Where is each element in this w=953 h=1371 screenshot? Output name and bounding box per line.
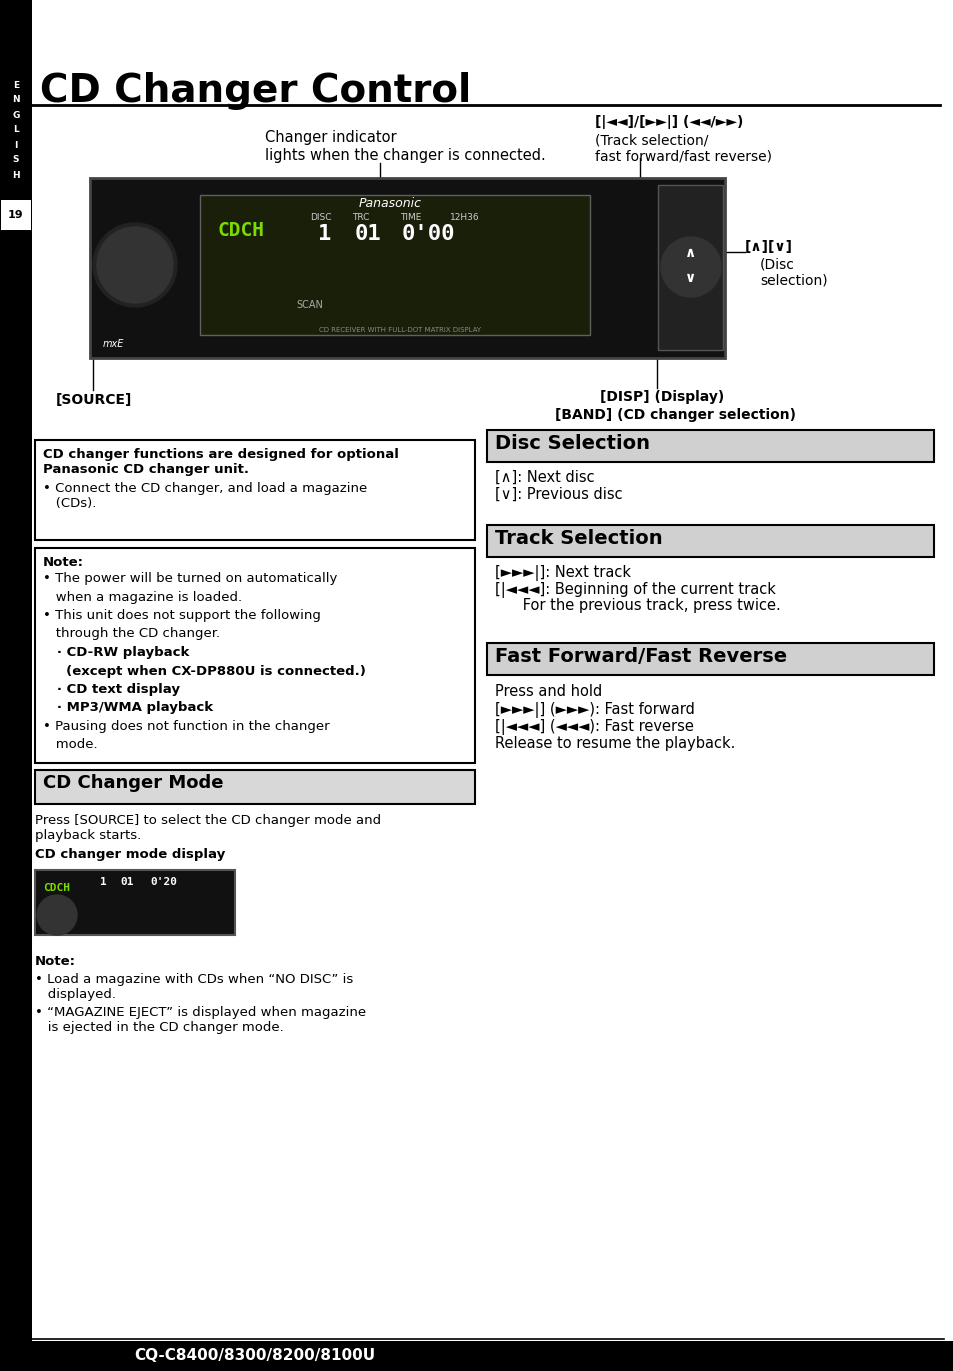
Text: E: E [13, 81, 19, 89]
Text: Panasonic CD changer unit.: Panasonic CD changer unit. [43, 463, 249, 476]
Bar [486, 430, 933, 462]
Text: through the CD changer.: through the CD changer. [43, 628, 220, 640]
Text: CD Changer Mode: CD Changer Mode [43, 775, 223, 792]
Bar [35, 548, 475, 764]
Text: Panasonic: Panasonic [358, 197, 421, 210]
Text: Fast Forward/Fast Reverse: Fast Forward/Fast Reverse [495, 647, 786, 666]
Text: Disc Selection: Disc Selection [495, 435, 649, 452]
Text: CD Changer Control: CD Changer Control [40, 73, 471, 110]
Text: [SOURCE]: [SOURCE] [56, 393, 132, 407]
Bar [35, 871, 234, 935]
Text: [∨]: Previous disc: [∨]: Previous disc [495, 487, 622, 502]
Text: mode.: mode. [43, 739, 97, 751]
Text: • The power will be turned on automatically: • The power will be turned on automatica… [43, 572, 337, 585]
Text: ∧: ∧ [684, 245, 696, 260]
Circle shape [37, 895, 77, 935]
Text: [|◄◄◄] (◄◄◄): Fast reverse: [|◄◄◄] (◄◄◄): Fast reverse [495, 718, 693, 735]
Text: For the previous track, press twice.: For the previous track, press twice. [495, 598, 780, 613]
Text: · CD-RW playback: · CD-RW playback [43, 646, 190, 659]
Text: N: N [12, 96, 20, 104]
Text: (Disc: (Disc [760, 258, 794, 271]
Text: ∨: ∨ [684, 271, 696, 285]
Text: • Load a magazine with CDs when “NO DISC” is: • Load a magazine with CDs when “NO DISC… [35, 973, 353, 986]
Text: TIME: TIME [399, 214, 421, 222]
Text: TRC: TRC [352, 214, 369, 222]
Text: selection): selection) [760, 274, 827, 288]
Bar [90, 178, 724, 358]
Text: Changer indicator: Changer indicator [265, 130, 396, 145]
Text: [BAND] (CD changer selection): [BAND] (CD changer selection) [555, 409, 795, 422]
Text: Track Selection: Track Selection [495, 529, 662, 548]
Bar [0, 1341, 953, 1371]
Text: Release to resume the playback.: Release to resume the playback. [495, 736, 735, 751]
Text: 38: 38 [45, 1341, 64, 1356]
Circle shape [660, 237, 720, 298]
Bar [1, 200, 30, 230]
Bar [486, 525, 933, 557]
Text: (CDs).: (CDs). [43, 498, 96, 510]
Text: CD RECEIVER WITH FULL-DOT MATRIX DISPLAY: CD RECEIVER WITH FULL-DOT MATRIX DISPLAY [318, 328, 480, 333]
Text: (Track selection/
fast forward/fast reverse): (Track selection/ fast forward/fast reve… [595, 133, 771, 163]
Text: 01: 01 [355, 223, 381, 244]
Text: • Pausing does not function in the changer: • Pausing does not function in the chang… [43, 720, 330, 733]
Text: 1: 1 [317, 223, 331, 244]
Text: (except when CX-DP880U is connected.): (except when CX-DP880U is connected.) [43, 665, 366, 677]
Text: [∧]: Next disc: [∧]: Next disc [495, 470, 594, 485]
Text: I: I [14, 140, 18, 149]
Text: when a magazine is loaded.: when a magazine is loaded. [43, 591, 242, 603]
Bar [200, 195, 589, 335]
Bar [0, 0, 32, 1371]
Text: Press [SOURCE] to select the CD changer mode and: Press [SOURCE] to select the CD changer … [35, 814, 381, 827]
Text: 12H36: 12H36 [450, 214, 479, 222]
Text: lights when the changer is connected.: lights when the changer is connected. [265, 148, 545, 163]
Text: SCAN: SCAN [296, 300, 323, 310]
Bar [486, 643, 933, 675]
Text: Press and hold: Press and hold [495, 684, 601, 699]
Text: CD changer functions are designed for optional: CD changer functions are designed for op… [43, 448, 398, 461]
Text: displayed.: displayed. [35, 988, 116, 1001]
Text: • Connect the CD changer, and load a magazine: • Connect the CD changer, and load a mag… [43, 483, 367, 495]
Text: · CD text display: · CD text display [43, 683, 180, 696]
Text: playback starts.: playback starts. [35, 829, 141, 842]
Text: • “MAGAZINE EJECT” is displayed when magazine: • “MAGAZINE EJECT” is displayed when mag… [35, 1006, 366, 1019]
Text: Note:: Note: [43, 557, 84, 569]
Text: DISC: DISC [310, 214, 331, 222]
Circle shape [97, 228, 172, 303]
Text: is ejected in the CD changer mode.: is ejected in the CD changer mode. [35, 1021, 283, 1034]
Bar [35, 440, 475, 540]
Circle shape [92, 223, 177, 307]
Text: 19: 19 [9, 210, 24, 219]
Text: mxE: mxE [103, 339, 124, 350]
Text: [|◄◄◄]: Beginning of the current track: [|◄◄◄]: Beginning of the current track [495, 583, 775, 598]
Text: CDCH: CDCH [218, 221, 265, 240]
Text: 1: 1 [100, 877, 107, 887]
Text: CDCH: CDCH [43, 883, 70, 893]
Text: [►►►|]: Next track: [►►►|]: Next track [495, 565, 630, 581]
Text: [∧][∨]: [∧][∨] [744, 240, 792, 254]
Text: S: S [12, 155, 19, 165]
Text: 0'00: 0'00 [401, 223, 455, 244]
Bar [35, 771, 475, 803]
Bar [658, 185, 722, 350]
Text: [DISP] (Display): [DISP] (Display) [599, 389, 723, 404]
Text: Note:: Note: [35, 956, 76, 968]
Bar [120, 1342, 390, 1368]
Text: H: H [12, 170, 20, 180]
Text: L: L [13, 126, 19, 134]
Text: • This unit does not support the following: • This unit does not support the followi… [43, 609, 320, 622]
Text: 01: 01 [120, 877, 133, 887]
Text: [|◄◄]/[►►|] (◄◄/►►): [|◄◄]/[►►|] (◄◄/►►) [595, 115, 742, 129]
Text: G: G [12, 111, 20, 119]
Text: · MP3/WMA playback: · MP3/WMA playback [43, 702, 213, 714]
Text: 0'20: 0'20 [150, 877, 177, 887]
Text: CD changer mode display: CD changer mode display [35, 849, 225, 861]
Text: CQ-C8400/8300/8200/8100U: CQ-C8400/8300/8200/8100U [134, 1348, 375, 1363]
Text: [►►►|] (►►►): Fast forward: [►►►|] (►►►): Fast forward [495, 702, 694, 718]
